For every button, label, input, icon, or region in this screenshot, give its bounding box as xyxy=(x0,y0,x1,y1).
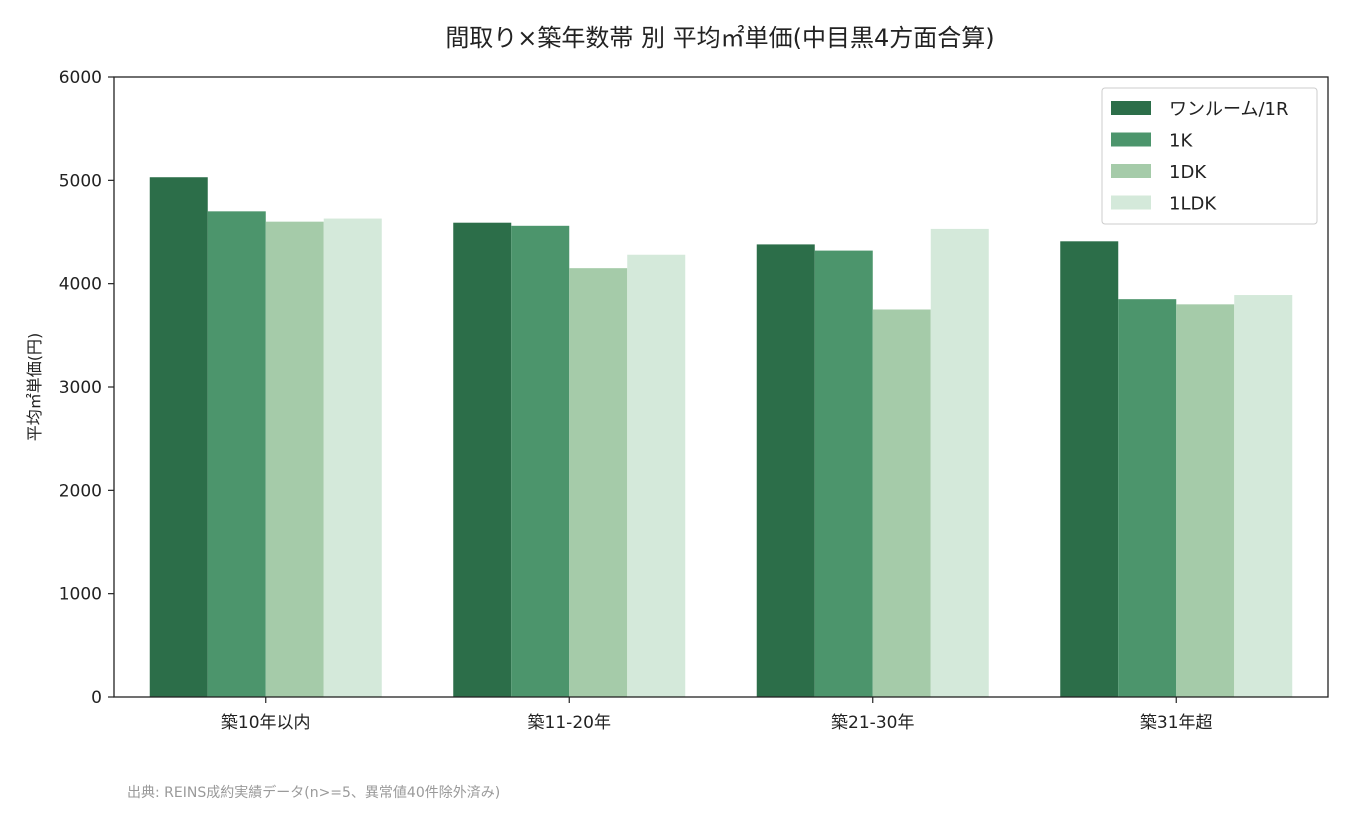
y-tick-label: 2000 xyxy=(59,481,102,501)
plot-frame xyxy=(113,76,1329,698)
x-tick-label: 築11-20年 xyxy=(528,713,611,733)
x-tick-label: 築10年以内 xyxy=(221,713,311,733)
legend-swatch-1r xyxy=(1111,101,1151,115)
y-axis-label: 平均㎡単価(円) xyxy=(25,333,44,442)
bar-1k-4 xyxy=(1118,299,1177,697)
legend-box xyxy=(1101,87,1318,225)
chart-title: 間取り×築年数帯 別 平均㎡単価(中目黒4方面合算) xyxy=(445,24,994,52)
legend: ワンルーム/1R 1K 1DK 1LDK xyxy=(1101,87,1318,225)
bar-1dk-2 xyxy=(569,268,628,697)
legend-swatch-1dk xyxy=(1111,164,1151,178)
bar-1dk-4 xyxy=(1176,304,1235,697)
x-tick-label: 築31年超 xyxy=(1140,713,1213,733)
bar-1ldk-3 xyxy=(930,228,989,697)
bars-group xyxy=(149,177,1293,698)
bar-1dk-1 xyxy=(265,221,324,697)
legend-label-1ldk: 1LDK xyxy=(1169,194,1217,215)
bar-1r-3 xyxy=(756,244,815,697)
legend-label-1r: ワンルーム/1R xyxy=(1169,99,1288,120)
bar-1r-1 xyxy=(149,177,208,697)
x-tick-label: 築21-30年 xyxy=(831,713,914,733)
bar-1ldk-1 xyxy=(323,218,382,698)
source-note: 出典: REINS成約実績データ(n>=5、異常値40件除外済み) xyxy=(127,784,500,801)
bar-1ldk-4 xyxy=(1234,295,1293,697)
y-tick-label: 6000 xyxy=(59,68,102,88)
bar-1dk-3 xyxy=(872,309,931,697)
bar-1k-2 xyxy=(511,225,570,698)
x-axis: 築10年以内 築11-20年 築21-30年 築31年超 xyxy=(221,697,1213,733)
y-axis: 0 1000 2000 3000 4000 5000 6000 xyxy=(59,68,114,708)
bar-1ldk-2 xyxy=(627,254,686,697)
bar-1r-2 xyxy=(453,222,512,697)
bar-1r-4 xyxy=(1060,241,1119,698)
legend-label-1dk: 1DK xyxy=(1169,162,1207,183)
y-tick-label: 1000 xyxy=(59,585,102,605)
bar-1k-1 xyxy=(207,211,266,698)
y-tick-label: 0 xyxy=(91,688,102,708)
bar-1k-3 xyxy=(814,250,873,697)
y-tick-label: 5000 xyxy=(59,171,102,191)
legend-swatch-1k xyxy=(1111,132,1151,147)
legend-label-1k: 1K xyxy=(1169,131,1193,152)
y-tick-label: 4000 xyxy=(59,275,102,295)
legend-swatch-1ldk xyxy=(1111,195,1151,210)
y-tick-label: 3000 xyxy=(59,378,102,398)
